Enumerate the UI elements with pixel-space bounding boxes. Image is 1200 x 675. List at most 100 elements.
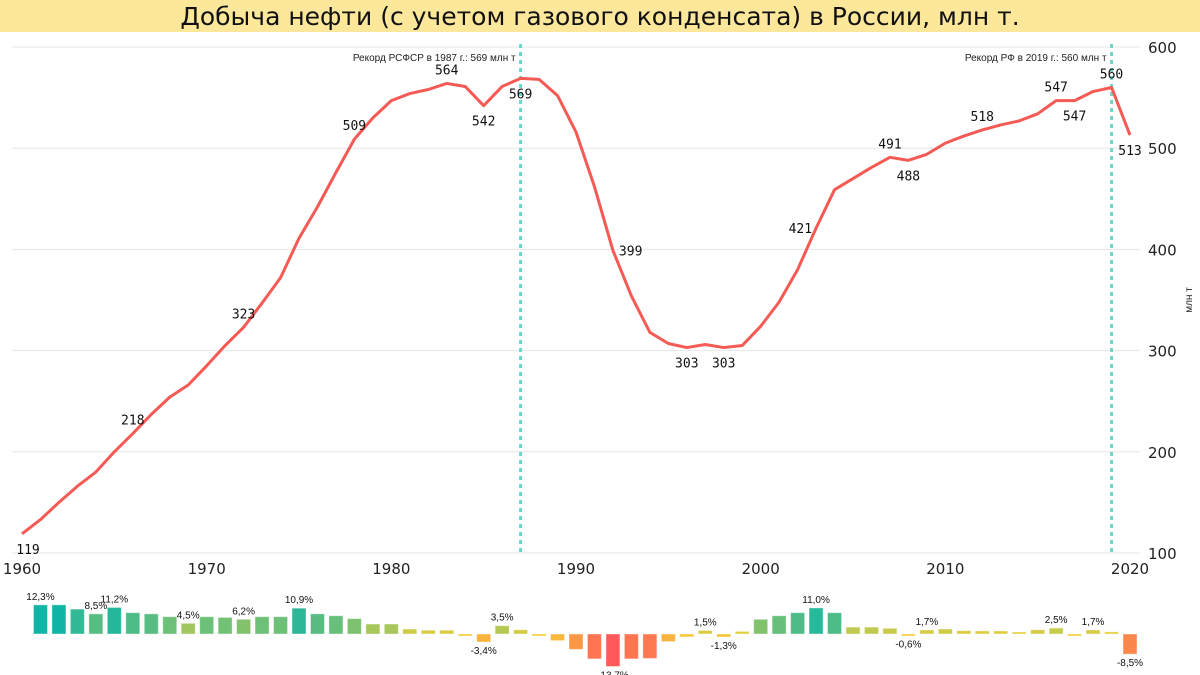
x-tick-label: 1980 [372,560,410,578]
data-label: 488 [897,169,920,184]
growth-bar [125,612,141,635]
data-label: 399 [619,244,642,259]
growth-bar [753,618,769,635]
growth-bar [956,630,972,635]
growth-bar [476,633,492,643]
growth-label: 11,0% [802,595,830,606]
growth-bar [827,612,843,635]
growth-bar [605,633,621,667]
growth-bar [291,607,307,635]
growth-bar [199,616,215,635]
growth-bar [162,616,178,635]
growth-bar [550,633,566,642]
growth-bar [106,606,122,635]
growth-bar [383,623,399,635]
growth-label: 1,7% [915,617,938,628]
growth-label: 10,9% [285,595,313,606]
growth-bar [697,629,713,635]
y-tick-label: 400 [1148,241,1177,259]
growth-label: 1,7% [1082,617,1105,628]
data-label: 560 [1100,67,1123,82]
growth-bar [273,616,289,635]
growth-bar [328,615,344,635]
growth-label: 12,3% [26,592,54,603]
growth-bar [1067,633,1083,637]
x-tick-label: 1970 [188,560,226,578]
record-annotation: Рекорд РФ в 2019 г.: 560 млн т [965,53,1107,64]
growth-bar [1048,627,1064,635]
growth-label: -3,4% [471,646,497,657]
x-tick-label: 1990 [557,560,595,578]
growth-bar [402,628,418,635]
growth-bar [1011,631,1027,635]
x-tick-label: 2010 [926,560,964,578]
growth-bar [1030,629,1046,635]
growth-bar [679,633,695,638]
growth-bar [494,625,510,635]
growth-bar [808,607,824,635]
growth-bar [974,630,990,635]
growth-label: -13,7% [597,670,629,675]
y-tick-label: 200 [1148,444,1177,462]
data-label: 513 [1118,144,1141,159]
x-tick-label: 2000 [742,560,780,578]
data-label: 491 [878,137,901,152]
data-label: 547 [1044,81,1067,96]
growth-bar [790,612,806,635]
growth-bar [88,613,104,635]
data-label: 303 [712,357,735,372]
growth-bar [863,626,879,635]
growth-bar [734,630,750,635]
data-label: 547 [1063,110,1086,125]
growth-bar [531,633,547,637]
growth-label: -0,6% [895,639,921,650]
growth-label: 4,5% [177,610,200,621]
y-tick-label: 500 [1148,140,1177,158]
growth-bar [1122,633,1138,655]
data-label: 119 [16,543,39,558]
growth-bar [660,633,676,643]
growth-bar [623,633,639,660]
growth-bar [365,623,381,635]
growth-bar [716,633,732,638]
data-label: 509 [343,119,366,134]
record-annotation: Рекорд РСФСР в 1987 г.: 569 млн т [353,53,516,64]
growth-bar [457,633,473,637]
growth-bar [217,616,233,635]
x-tick-label: 1960 [3,560,41,578]
production-line [21,76,1132,535]
growth-bar [1104,631,1120,635]
chart-title: Добыча нефти (с учетом газового конденса… [0,0,1200,32]
x-tick-label: 2020 [1111,560,1149,578]
data-label: 421 [789,222,812,237]
growth-bar [586,633,602,660]
data-label: 569 [509,87,532,102]
growth-label: 1,5% [694,617,717,628]
y-tick-label: 300 [1148,343,1177,361]
growth-bar [513,629,529,635]
growth-bar [900,633,916,637]
growth-bar [346,618,362,635]
data-label: 564 [435,63,459,78]
growth-label: 3,5% [491,613,514,624]
data-label: 542 [472,115,495,130]
growth-label: -1,3% [711,641,737,652]
growth-bar [254,616,270,635]
growth-bar [439,629,455,635]
growth-label: -8,5% [1117,658,1143,669]
y-tick-label: 600 [1148,39,1177,57]
growth-label: 2,5% [1045,615,1068,626]
growth-bar [51,604,67,635]
growth-bar [236,618,252,635]
y-tick-label: 100 [1148,545,1177,563]
growth-label: 11,2% [101,594,129,605]
growth-label: 6,2% [232,606,255,617]
data-label: 218 [121,414,144,429]
growth-bar [32,604,48,635]
y-axis-label: млн т [1184,287,1195,313]
growth-bar [642,633,658,659]
growth-bar [937,628,953,635]
growth-bar [919,629,935,635]
data-label: 323 [232,307,255,322]
